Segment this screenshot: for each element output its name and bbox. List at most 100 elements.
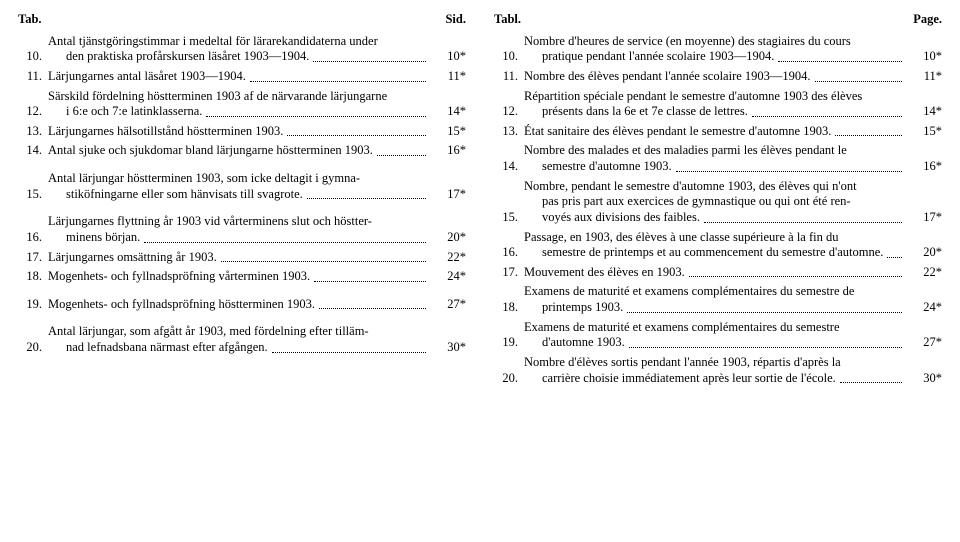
entry-last-line: Mogenhets- och fyllnadspröfning vårtermi… [48,269,430,285]
entry-text: Passage, en 1903, des élèves à une class… [524,230,906,261]
toc-entry: 15.Nombre, pendant le semestre d'automne… [494,179,942,226]
spacing [18,289,466,297]
toc-entry: 20.Antal lärjungar, som afgått år 1903, … [18,324,466,355]
entry-line: Lärjungarnes flyttning år 1903 vid vårte… [48,214,430,230]
entry-line-text: Antal sjuke och sjukdomar bland lärjunga… [48,143,373,159]
entry-line-text: stiköfningarne eller som hänvisats till … [66,187,303,203]
entry-text: Antal lärjungar höstterminen 1903, som i… [48,171,430,202]
entry-page: 22* [430,250,466,266]
entry-page: 27* [906,335,942,351]
entry-text: Lärjungarnes antal läsåret 1903—1904. [48,69,430,85]
leader-dots [752,116,902,117]
entry-page: 16* [430,143,466,159]
entry-number: 16. [18,230,48,246]
entry-text: Nombre d'élèves sortis pendant l'année 1… [524,355,906,386]
leader-dots [887,257,902,258]
entry-text: Nombre des malades et des maladies parmi… [524,143,906,174]
entry-line: Nombre des malades et des maladies parmi… [524,143,906,159]
entry-text: Lärjungarnes hälsotillstånd höstterminen… [48,124,430,140]
entry-last-line: présents dans la 6e et 7e classe de lett… [524,104,906,120]
entry-text: Antal tjänstgöringstimmar i medeltal för… [48,34,430,65]
toc-entry: 18.Mogenhets- och fyllnadspröfning vårte… [18,269,466,285]
toc-entry: 18.Examens de maturité et examens complé… [494,284,942,315]
entry-page: 10* [906,49,942,65]
entry-line: Nombre d'élèves sortis pendant l'année 1… [524,355,906,371]
entry-page: 20* [430,230,466,246]
entry-page: 10* [430,49,466,65]
entry-text: Antal sjuke och sjukdomar bland lärjunga… [48,143,430,159]
entry-last-line: nad lefnadsbana närmast efter afgången. [48,340,430,356]
entry-text: Lärjungarnes flyttning år 1903 vid vårte… [48,214,430,245]
entry-line-text: den praktiska profårskursen läsåret 1903… [66,49,309,65]
entry-last-line: Nombre des élèves pendant l'année scolai… [524,69,906,85]
toc-entry: 16.Passage, en 1903, des élèves à une cl… [494,230,942,261]
entry-text: Mogenhets- och fyllnadspröfning vårtermi… [48,269,430,285]
entry-page: 11* [906,69,942,85]
entry-line: Examens de maturité et examens complémen… [524,284,906,300]
entry-number: 15. [18,187,48,203]
entry-line: Antal lärjungar, som afgått år 1903, med… [48,324,430,340]
entry-line: Répartition spéciale pendant le semestre… [524,89,906,105]
entry-last-line: Lärjungarnes omsättning år 1903. [48,250,430,266]
leader-dots [144,242,426,243]
entry-last-line: den praktiska profårskursen läsåret 1903… [48,49,430,65]
entry-text: Nombre d'heures de service (en moyenne) … [524,34,906,65]
entry-page: 24* [430,269,466,285]
header-tab: Tabl. [494,12,528,28]
entry-number: 11. [18,69,48,85]
entry-page: 15* [430,124,466,140]
entry-number: 12. [494,104,524,120]
entry-number: 13. [18,124,48,140]
entry-page: 16* [906,159,942,175]
toc-entry: 12.Répartition spéciale pendant le semes… [494,89,942,120]
leader-dots [272,352,426,353]
entry-number: 12. [18,104,48,120]
spacing [18,163,466,171]
left-column: Tab. Sid. 10.Antal tjänstgöringstimmar i… [18,12,466,390]
entry-line: Nombre, pendant le semestre d'automne 19… [524,179,906,195]
entry-last-line: voyés aux divisions des faibles. [524,210,906,226]
left-list: 10.Antal tjänstgöringstimmar i medeltal … [18,34,466,356]
leader-dots [206,116,426,117]
entry-page: 14* [430,104,466,120]
entry-line-text: Mogenhets- och fyllnadspröfning höstterm… [48,297,315,313]
entry-last-line: semestre d'automne 1903. [524,159,906,175]
entry-page: 30* [906,371,942,387]
entry-number: 14. [494,159,524,175]
toc-entry: 16.Lärjungarnes flyttning år 1903 vid vå… [18,214,466,245]
entry-text: Mogenhets- och fyllnadspröfning höstterm… [48,297,430,313]
entry-page: 17* [906,210,942,226]
leader-dots [319,308,426,309]
entry-line: Antal tjänstgöringstimmar i medeltal för… [48,34,430,50]
right-column: Tabl. Page. 10.Nombre d'heures de servic… [494,12,942,390]
entry-number: 13. [494,124,524,140]
leader-dots [287,135,426,136]
leader-dots [221,261,426,262]
right-header: Tabl. Page. [494,12,942,28]
entry-page: 22* [906,265,942,281]
entry-page: 27* [430,297,466,313]
entry-number: 16. [494,245,524,261]
toc-entry: 12.Särskild fördelning höstterminen 1903… [18,89,466,120]
entry-line-text: Lärjungarnes omsättning år 1903. [48,250,217,266]
entry-line-text: i 6:e och 7:e latinklasserna. [66,104,202,120]
toc-entry: 13.Lärjungarnes hälsotillstånd hösttermi… [18,124,466,140]
leader-dots [835,135,902,136]
header-page: Page. [902,12,942,28]
entry-last-line: stiköfningarne eller som hänvisats till … [48,187,430,203]
toc-entry: 15.Antal lärjungar höstterminen 1903, so… [18,171,466,202]
entry-page: 14* [906,104,942,120]
entry-number: 17. [494,265,524,281]
entry-line-text: Mouvement des élèves en 1903. [524,265,685,281]
entry-line: Passage, en 1903, des élèves à une class… [524,230,906,246]
entry-number: 18. [18,269,48,285]
entry-text: Särskild fördelning höstterminen 1903 af… [48,89,430,120]
entry-page: 24* [906,300,942,316]
leader-dots [629,347,902,348]
entry-line-text: Nombre des élèves pendant l'année scolai… [524,69,811,85]
entry-line-text: Mogenhets- och fyllnadspröfning vårtermi… [48,269,310,285]
leader-dots [314,281,426,282]
entry-text: Nombre, pendant le semestre d'automne 19… [524,179,906,226]
entry-text: Répartition spéciale pendant le semestre… [524,89,906,120]
entry-line-text: Lärjungarnes antal läsåret 1903—1904. [48,69,246,85]
